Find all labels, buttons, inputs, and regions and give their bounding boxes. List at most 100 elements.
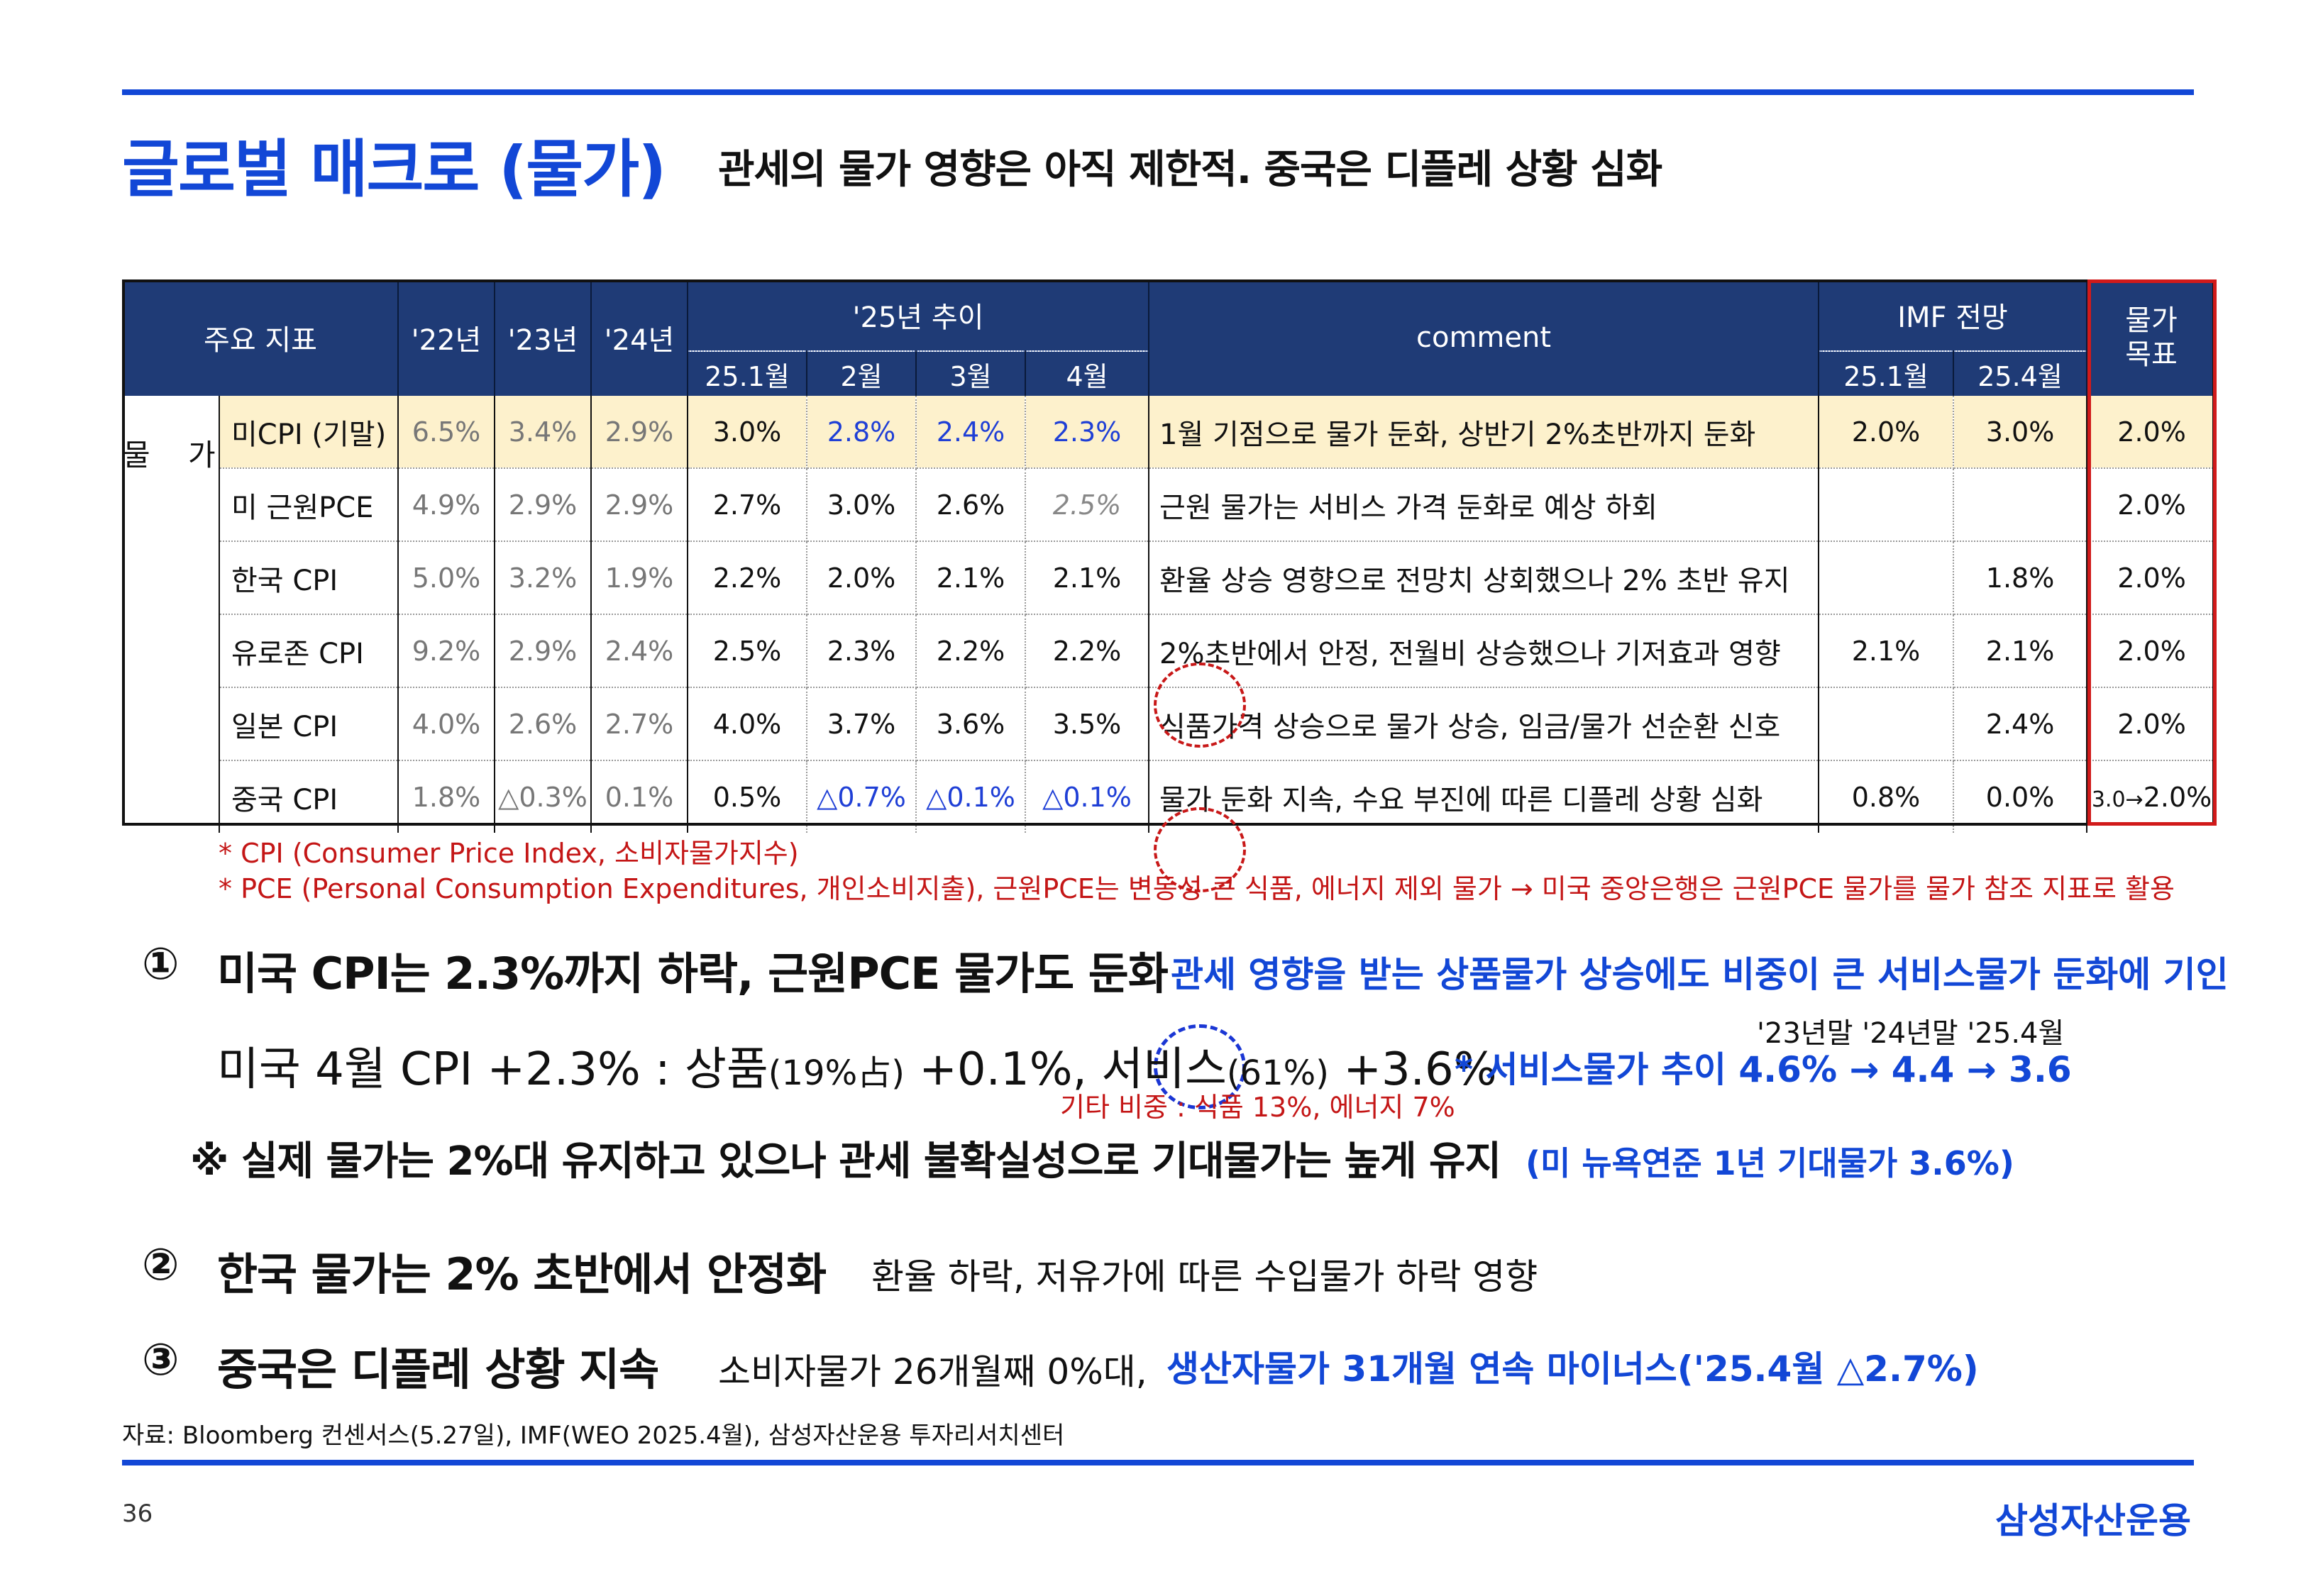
cell-month-4: △0.1% — [1025, 760, 1150, 833]
cell-month-1: 4.0% — [688, 687, 808, 761]
cell-y22: 9.2% — [398, 614, 496, 688]
row-name: 미 근원PCE — [219, 468, 399, 542]
cell-y22: 1.8% — [398, 760, 496, 833]
cell-month-4: 2.3% — [1025, 396, 1150, 469]
header-target: 물가 목표 — [2086, 279, 2217, 396]
cell-y24: 2.7% — [591, 687, 689, 761]
cell-y23: 3.4% — [495, 396, 592, 469]
cell-imf-jan: 0.8% — [1819, 760, 1955, 833]
cell-month-3: 2.1% — [916, 541, 1027, 615]
top-rule — [122, 89, 2194, 95]
page-subtitle: 관세의 물가 영향은 아직 제한적. 중국은 디플레 상황 심화 — [718, 147, 1662, 193]
expectation-note: ※ 실제 물가는 2%대 유지하고 있으나 관세 불확실성으로 기대물가는 높게… — [190, 1129, 1501, 1187]
header-month-2: 2월 — [806, 350, 917, 396]
header-month-3: 3월 — [915, 350, 1027, 396]
target-new: 2.0% — [2143, 781, 2212, 813]
cell-y22: 4.9% — [398, 468, 496, 542]
cell-month-2: △0.7% — [807, 760, 917, 833]
us-cpi-part-c: +0.1%, 서비스 — [904, 1043, 1227, 1096]
row-name: 유로존 CPI — [219, 614, 399, 688]
target-prev: 3.0→ — [2091, 787, 2144, 812]
cell-month-3: 2.4% — [916, 396, 1027, 469]
cell-y23: △0.3% — [495, 760, 592, 833]
cell-imf-apr: 2.1% — [1953, 614, 2088, 688]
point-2-desc: 환율 하락, 저유가에 따른 수입물가 하락 영향 — [871, 1256, 1538, 1297]
other-weight-note: 기타 비중 : 식품 13%, 에너지 7% — [1060, 1092, 1455, 1123]
cell-y24: 1.9% — [591, 541, 689, 615]
table-row: 물 가 미CPI (기말) 6.5% 3.4% 2.9% 3.0% 2.8% 2… — [123, 396, 2217, 833]
cell-month-2: 2.0% — [807, 541, 917, 615]
header-month-1: 25.1월 — [687, 350, 808, 396]
cell-y22: 4.0% — [398, 687, 496, 761]
cell-month-4: 2.1% — [1025, 541, 1150, 615]
expectation-note-text: ※ 실제 물가는 2%대 유지하고 있으나 관세 불확실성으로 기대물가는 높게… — [190, 1138, 1501, 1185]
cell-y22: 6.5% — [398, 396, 496, 469]
point-1-reason: 관세 영향을 받는 상품물가 상승에도 비중이 큰 서비스물가 둔화에 기인 — [1171, 954, 2229, 995]
cell-month-1: 2.2% — [688, 541, 808, 615]
table-row: 중국 CPI 1.8% △0.3% 0.1% 0.5% △0.7% △0.1% … — [123, 760, 2216, 833]
cell-target: 2.0% — [2087, 396, 2217, 469]
cell-imf-jan — [1819, 468, 1955, 542]
row-name: 미CPI (기말) — [219, 396, 399, 469]
cell-target: 3.0→2.0% — [2087, 760, 2216, 833]
cell-month-3: △0.1% — [916, 760, 1027, 833]
cell-target: 2.0% — [2087, 541, 2217, 615]
cell-month-1: 2.5% — [688, 614, 808, 688]
title-row: 글로벌 매크로 (물가) 관세의 물가 영향은 아직 제한적. 중국은 디플레 … — [122, 119, 2194, 206]
us-cpi-goods-weight: (19%占) — [768, 1053, 905, 1093]
indicator-table-container: 주요 지표 '22년 '23년 '24년 '25년 추이 comment IMF… — [121, 279, 2217, 1109]
note-pce: * PCE (Personal Consumption Expenditures… — [219, 873, 2175, 904]
cell-imf-apr — [1953, 468, 2088, 542]
table-row: 미 근원PCE 4.9% 2.9% 2.9% 2.7% 3.0% 2.6% 2.… — [123, 468, 2217, 542]
brand-logo: 삼성자산운용 — [1995, 1500, 2191, 1541]
cell-imf-jan: 2.1% — [1819, 614, 1955, 688]
point-3-title: 중국은 디플레 상황 지속 — [217, 1343, 659, 1395]
korea-cpi-april-circle — [1154, 807, 1246, 892]
header-y24: '24년 — [590, 279, 689, 396]
us-cpi-service-weight: (61%) — [1226, 1053, 1329, 1093]
cell-y24: 2.9% — [591, 468, 689, 542]
cell-imf-jan — [1819, 687, 1955, 761]
point-3-ppi: 생산자물가 31개월 연속 마이너스('25.4월 △2.7%) — [1166, 1348, 1979, 1390]
header-imf: IMF 전망 — [1818, 279, 2088, 351]
cell-y24: 2.4% — [591, 614, 689, 688]
cell-y24: 2.9% — [591, 396, 689, 469]
cell-imf-apr: 3.0% — [1953, 396, 2088, 469]
cell-month-4: 2.5% — [1025, 468, 1150, 542]
table-row: 유로존 CPI 9.2% 2.9% 2.4% 2.5% 2.3% 2.2% 2.… — [123, 614, 2217, 688]
cell-comment: 2%초반에서 안정, 전월비 상승했으나 기저효과 영향 — [1149, 614, 1820, 688]
page-number: 36 — [122, 1500, 153, 1528]
cell-month-1: 0.5% — [688, 760, 808, 833]
cell-y23: 2.9% — [495, 468, 592, 542]
header-imf-jan: 25.1월 — [1818, 350, 1955, 396]
note-cpi: * CPI (Consumer Price Index, 소비자물가지수) — [219, 838, 799, 869]
cell-month-3: 3.6% — [916, 687, 1027, 761]
cell-target: 2.0% — [2087, 687, 2217, 761]
cell-imf-apr: 0.0% — [1953, 760, 2088, 833]
row-name: 중국 CPI — [219, 760, 399, 833]
cell-imf-apr: 2.4% — [1953, 687, 2088, 761]
point-3-number: ③ — [142, 1334, 179, 1385]
row-name: 일본 CPI — [219, 687, 399, 761]
us-cpi-april-circle — [1154, 663, 1246, 748]
point-3-desc: 소비자물가 26개월째 0%대, — [718, 1351, 1147, 1392]
cell-month-3: 2.2% — [916, 614, 1027, 688]
header-month-4: 4월 — [1025, 350, 1150, 396]
header-trend25: '25년 추이 — [687, 279, 1150, 351]
cell-month-4: 3.5% — [1025, 687, 1150, 761]
cell-month-2: 3.7% — [807, 687, 917, 761]
cell-comment: 물가 둔화 지속, 수요 부진에 따른 디플레 상황 심화 — [1149, 760, 1820, 833]
header-y22: '22년 — [397, 279, 496, 396]
header-comment: comment — [1148, 279, 1820, 396]
source-note: 자료: Bloomberg 컨센서스(5.27일), IMF(WEO 2025.… — [122, 1422, 1065, 1450]
us-cpi-breakdown: 미국 4월 CPI +2.3% : 상품(19%占) +0.1%, 서비스(61… — [217, 1033, 1497, 1098]
china-cpi-april-circle — [1154, 1024, 1246, 1109]
bottom-rule — [122, 1460, 2194, 1465]
cell-imf-jan: 2.0% — [1819, 396, 1955, 469]
cell-comment: 식품가격 상승으로 물가 상승, 임금/물가 선순환 신호 — [1149, 687, 1820, 761]
point-1-number: ① — [142, 938, 179, 990]
service-price-trend: * 서비스물가 추이 4.6% → 4.4 → 3.6 — [1455, 1049, 2072, 1090]
cell-month-1: 2.7% — [688, 468, 808, 542]
cell-y24: 0.1% — [591, 760, 689, 833]
cell-month-3: 2.6% — [916, 468, 1027, 542]
